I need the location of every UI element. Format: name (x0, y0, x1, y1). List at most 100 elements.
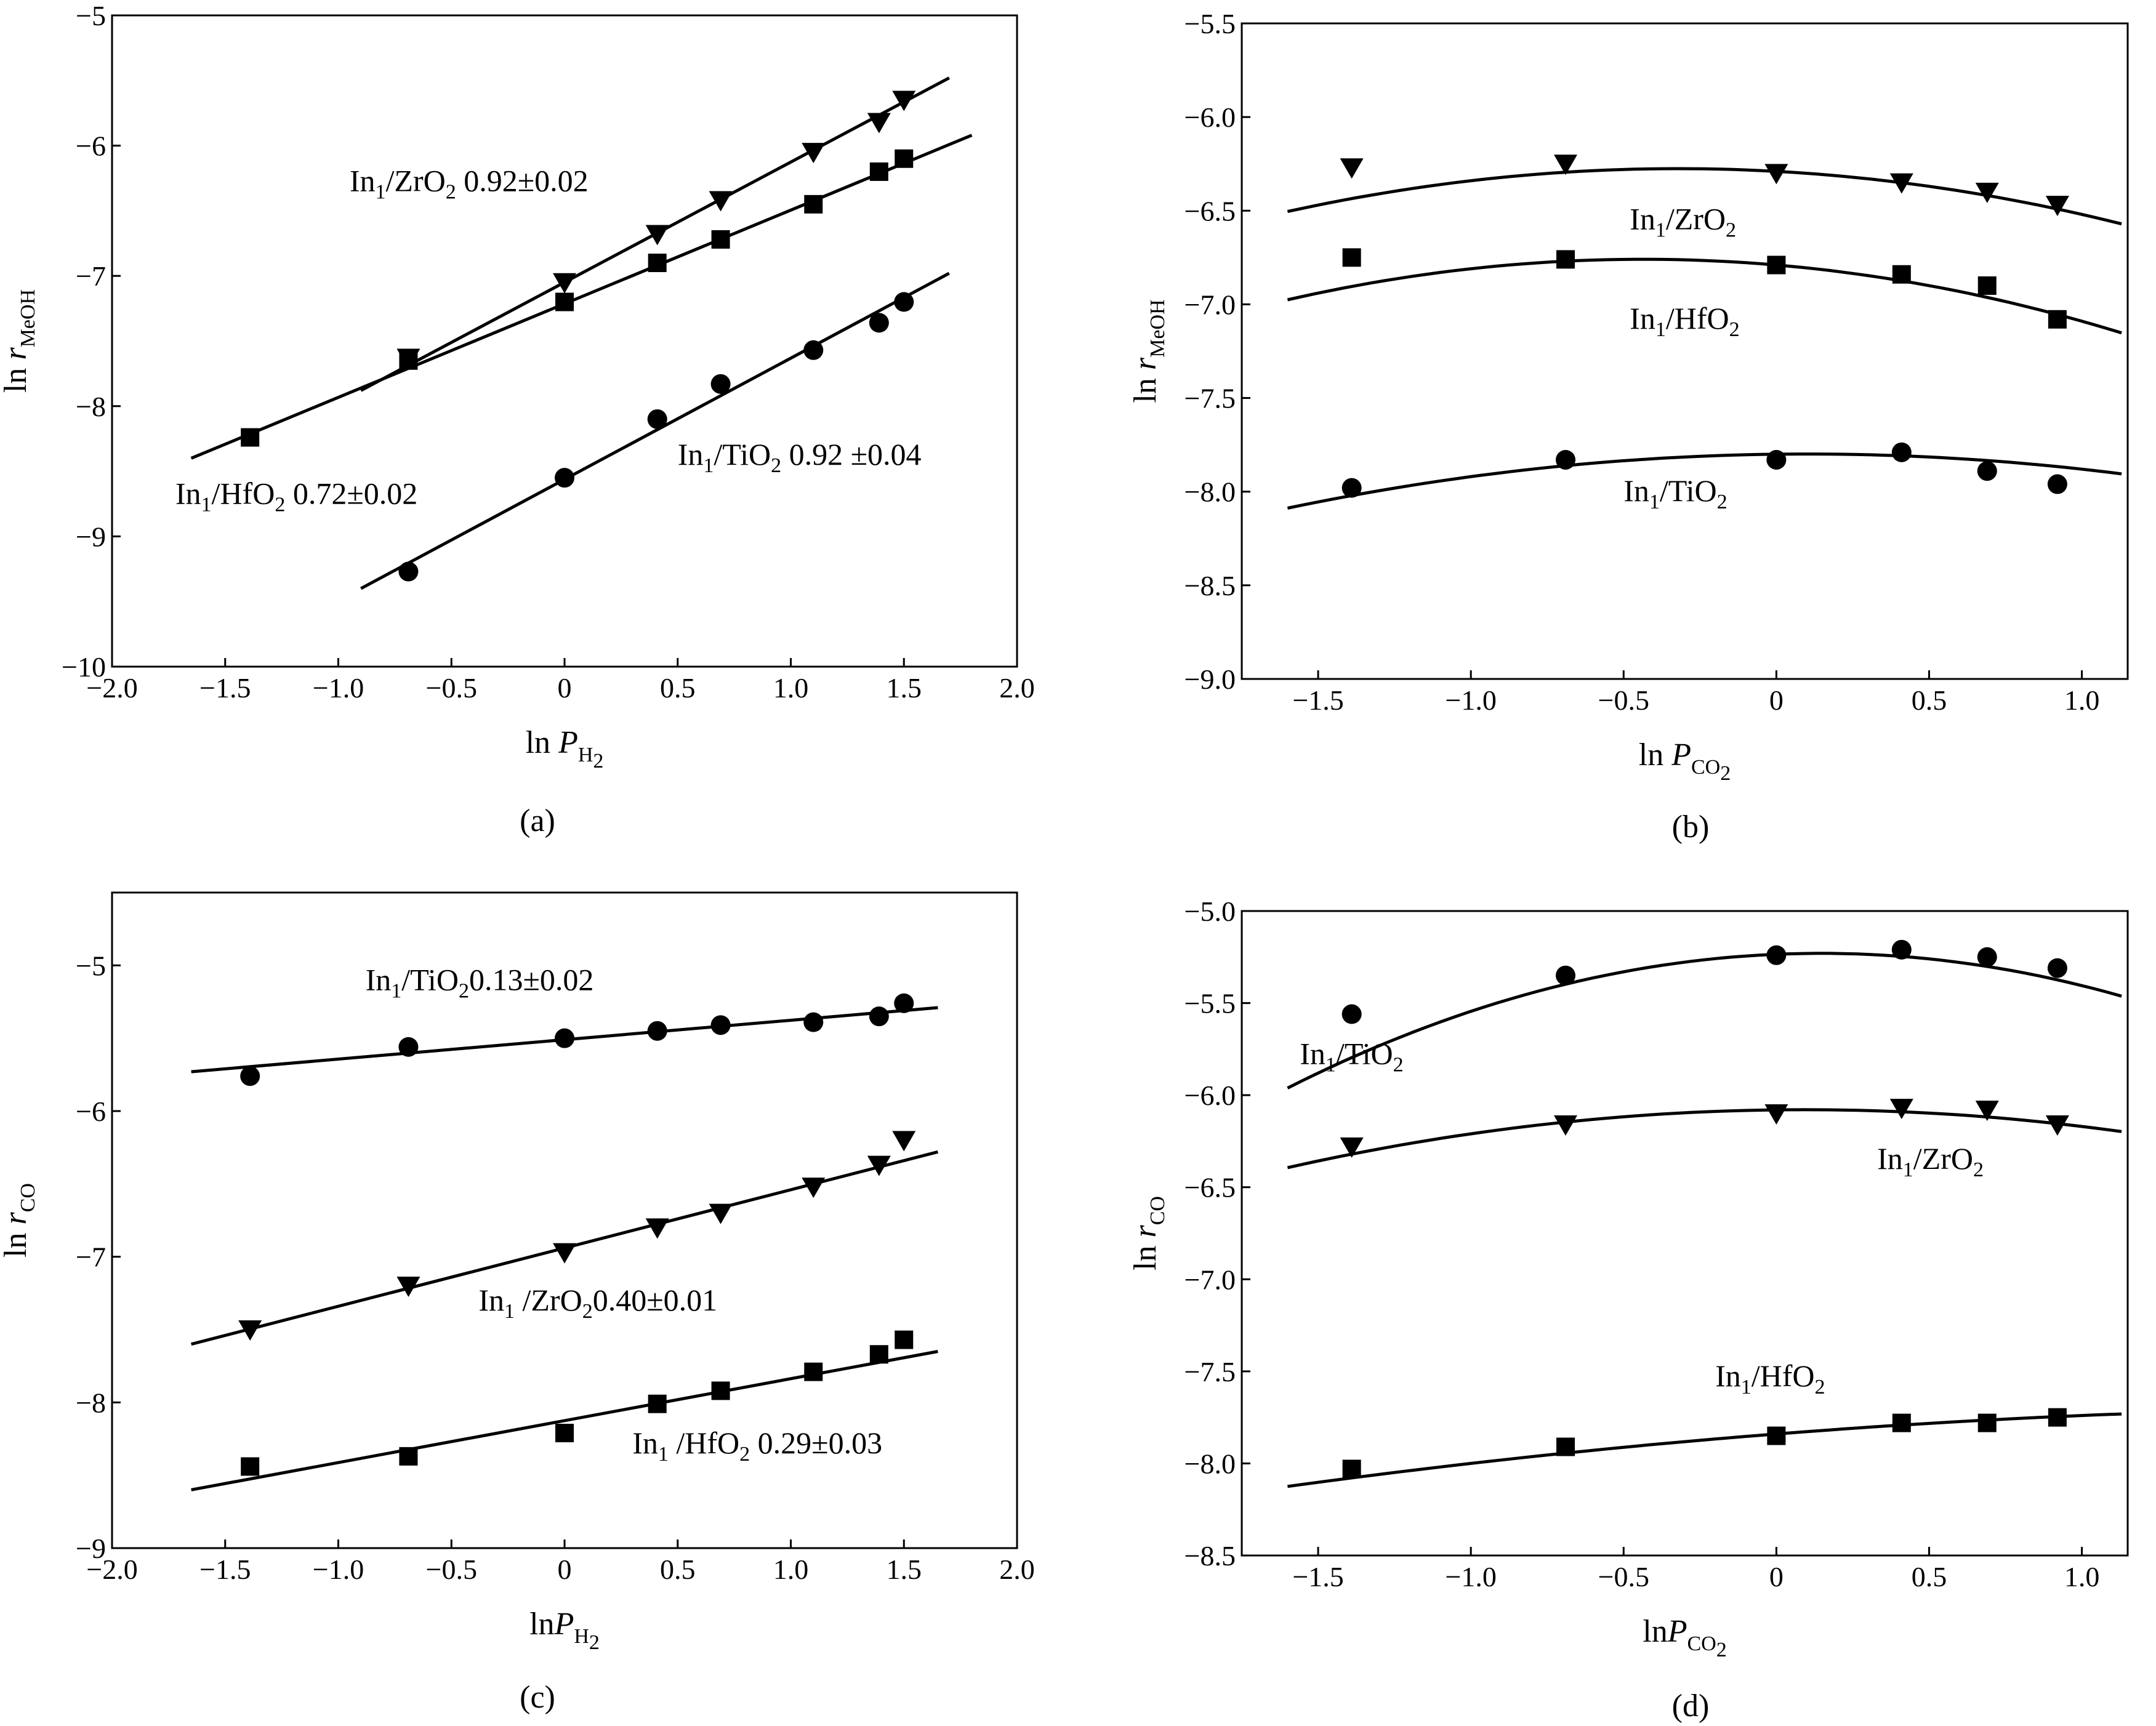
data-point-triangle (238, 1320, 262, 1341)
panel-c: −2.0 −1.5 −1.0 −0.5 0 0.5 1.0 1.5 2.0 −9 −8 −7 −6 −5 l… (0, 891, 1035, 1715)
data-point-square (648, 254, 667, 273)
x-tick-label: −1.0 (1445, 1561, 1496, 1592)
data-point-square (1767, 255, 1786, 275)
x-tick-label: 0 (558, 672, 572, 704)
y-tick-label: −5.0 (1185, 896, 1236, 927)
data-point-circle (555, 468, 574, 488)
data-point-circle (555, 1028, 574, 1048)
panel-a: −2.0 −1.5 −1.0 −0.5 0 0.5 1.0 1.5 2.0 −10 −9 −8 −7 −6… (0, 0, 1035, 838)
y-tick-label: −8 (76, 1387, 106, 1418)
data-point-triangle (645, 1218, 669, 1239)
y-axis-label: ln rCO (0, 1183, 39, 1258)
x-tick-label: 2.0 (999, 672, 1035, 704)
data-point-circle (1891, 442, 1912, 462)
x-tick-label: 1.0 (2064, 684, 2100, 716)
y-axis-label: ln rMeOH (0, 289, 39, 393)
series-triangle-down: In1/ZrO2 0.92±0.02 (350, 76, 950, 392)
plot-frame (1241, 910, 2129, 1557)
x-tick-label: 1.0 (2064, 1561, 2100, 1592)
y-tick-label: −9 (76, 1533, 106, 1564)
plot-frame (1241, 22, 2129, 680)
series-circle: In1/TiO20.13±0.02 (191, 963, 938, 1086)
series-label: In1/HfO2 (1630, 301, 1739, 341)
x-tick-label: −1.0 (1445, 684, 1496, 716)
series-triangle-down: In1/ZrO2 (1287, 155, 2122, 242)
x-axis-label: lnPCO2 (1643, 1614, 1726, 1661)
series-label: In1 /HfO2 0.29±0.03 (632, 1426, 882, 1466)
data-point-circle (1977, 947, 1997, 967)
x-tick-label: −2.0 (86, 672, 137, 704)
data-point-triangle (2045, 1115, 2069, 1136)
y-tick-label: −8.0 (1185, 476, 1236, 508)
x-tick-label: 2.0 (999, 1554, 1035, 1585)
data-point-circle (869, 313, 889, 333)
data-point-circle (1555, 449, 1575, 470)
data-point-circle (2047, 474, 2067, 494)
series-circle: In1/TiO2 (1287, 939, 2122, 1090)
data-point-square (241, 428, 260, 447)
y-tick-label: −6 (76, 1096, 106, 1127)
fit-line (1287, 1412, 2122, 1488)
y-tick-label: −5 (76, 0, 106, 31)
y-tick-label: −7.0 (1185, 289, 1236, 320)
series-triangle-down: In1/ZrO2 (1287, 1099, 2122, 1181)
series-label: In1/HfO2 0.72±0.02 (175, 476, 417, 516)
data-point-triangle (1764, 164, 1788, 185)
x-tick-label: −1.0 (313, 672, 364, 704)
data-point-square (1892, 265, 1911, 284)
data-point-triangle (802, 143, 826, 164)
panel-b: −1.5 −1.0 −0.5 0 0.5 1.0 −9.0 −8.5 −8.0 −7.5 −7.0 −… (1128, 8, 2129, 845)
data-point-triangle (1340, 158, 1364, 179)
data-point-square (555, 292, 574, 311)
data-point-square (1556, 1437, 1575, 1456)
y-tick-label: −5 (76, 950, 106, 981)
data-point-triangle (1889, 1099, 1913, 1120)
data-point-square (2048, 1408, 2067, 1427)
data-point-circle (869, 1006, 889, 1027)
y-tick-label: −6.0 (1185, 102, 1236, 133)
y-tick-label: −5.5 (1185, 988, 1236, 1019)
data-point-square (399, 351, 418, 370)
fit-line (1287, 452, 2122, 510)
data-point-triangle (2045, 196, 2069, 217)
data-point-triangle (1975, 1101, 1999, 1122)
series-label: In1/TiO20.13±0.02 (366, 963, 594, 1003)
y-tick-label: −8.0 (1185, 1448, 1236, 1479)
series-label: In1/TiO2 0.92 ±0.04 (678, 437, 922, 477)
y-tick-label: −7.5 (1185, 1356, 1236, 1387)
series-triangle-down: In1 /ZrO20.40±0.01 (191, 1131, 939, 1346)
y-tick-label: −6.5 (1185, 1172, 1236, 1203)
y-tick-label: −7 (76, 1242, 106, 1273)
y-axis-label: ln rMeOH (1128, 299, 1169, 403)
data-point-triangle (553, 273, 576, 294)
x-tick-label: −1.0 (313, 1554, 364, 1585)
series-label: In1/ZrO2 (1877, 1141, 1984, 1181)
fit-line (191, 1350, 938, 1491)
y-tick-label: −7.5 (1185, 383, 1236, 414)
panel-caption: (a) (520, 803, 555, 838)
series-label: In1/TiO2 (1300, 1036, 1403, 1076)
fit-line (1287, 952, 2122, 1090)
x-tick-label: 0.5 (660, 672, 696, 704)
x-tick-label: −1.5 (199, 1554, 251, 1585)
x-tick-label: 0 (1769, 1561, 1784, 1592)
data-point-square (711, 1381, 730, 1400)
data-point-square (869, 1345, 888, 1364)
data-point-triangle (1553, 155, 1577, 175)
data-point-square (648, 1394, 667, 1413)
y-tick-label: −6 (76, 130, 106, 162)
data-point-triangle (396, 1277, 420, 1297)
series-square: In1/HfO2 (1287, 1359, 2122, 1488)
fit-line (190, 134, 973, 460)
panel-d: −1.5 −1.0 −0.5 0 0.5 1.0 −8.5 −8.0 −7.5 −7.0 −6.5 −… (1128, 896, 2129, 1724)
data-point-triangle (892, 90, 916, 111)
series-label: In1/HfO2 (1715, 1359, 1825, 1399)
x-tick-label: 0.5 (660, 1554, 696, 1585)
data-point-square (1342, 1459, 1361, 1479)
data-point-triangle (867, 113, 891, 134)
y-tick-label: −7.0 (1185, 1264, 1236, 1295)
data-point-triangle (867, 1155, 891, 1176)
x-tick-label: −1.5 (199, 672, 251, 704)
x-tick-label: −0.5 (1598, 684, 1649, 716)
